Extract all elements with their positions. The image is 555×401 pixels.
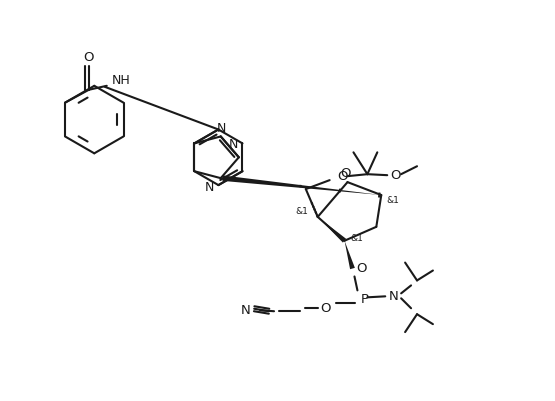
Text: O: O (340, 166, 351, 179)
Text: O: O (390, 168, 400, 181)
Text: N: N (205, 180, 214, 193)
Text: N: N (388, 289, 398, 302)
Text: N: N (240, 303, 250, 316)
Text: O: O (84, 51, 94, 64)
Text: N: N (229, 138, 238, 150)
Text: &1: &1 (350, 234, 363, 243)
Text: &1: &1 (387, 195, 400, 204)
Polygon shape (345, 241, 355, 269)
Text: N: N (217, 122, 226, 135)
Text: O: O (320, 301, 331, 314)
Text: &1: &1 (295, 207, 308, 216)
Text: P: P (360, 292, 369, 305)
Text: NH: NH (111, 74, 130, 87)
Polygon shape (317, 217, 346, 243)
Text: O: O (356, 261, 367, 274)
Polygon shape (223, 176, 381, 196)
Text: O: O (337, 169, 348, 182)
